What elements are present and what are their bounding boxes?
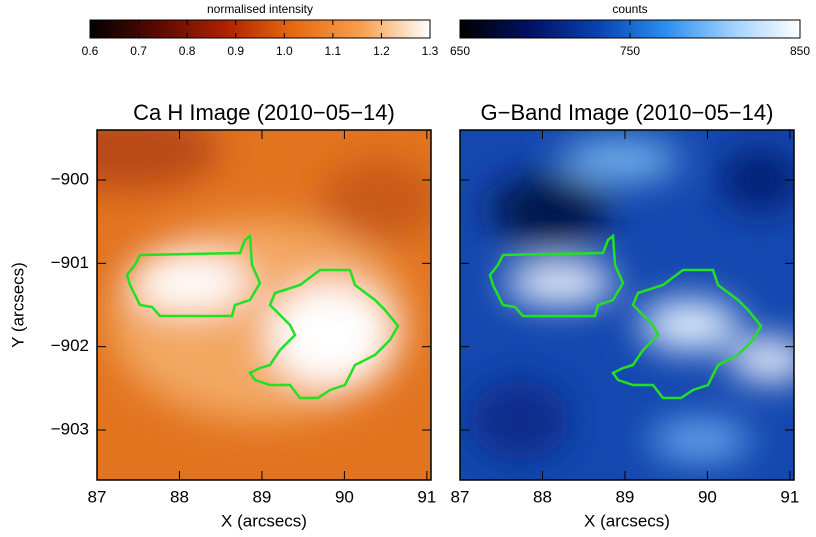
x-tick-label: 89	[252, 487, 271, 506]
x-tick-label: 87	[451, 487, 470, 506]
g-band-image	[460, 130, 794, 480]
colorbar-tick-label: 650	[450, 44, 470, 58]
colorbar-tick-label: 0.6	[82, 44, 99, 58]
x-tick-label: 87	[88, 487, 107, 506]
colorbar-label: normalised intensity	[207, 2, 313, 16]
x-tick-label: 90	[335, 487, 354, 506]
x-tick-label: 88	[533, 487, 552, 506]
colorbar-tick-label: 1.0	[276, 44, 293, 58]
plot-frame	[459, 129, 795, 481]
colorbar-tick-label: 1.3	[422, 44, 439, 58]
y-tick-label: −902	[51, 336, 89, 355]
x-tick-label: 91	[417, 487, 436, 506]
y-tick-label: −901	[51, 253, 89, 272]
colorbar-tick-label: 750	[620, 44, 640, 58]
y-tick-label: −903	[51, 419, 89, 438]
x-tick-label: 90	[698, 487, 717, 506]
colorbar-tick-label: 1.2	[373, 44, 390, 58]
colorbar	[89, 19, 431, 39]
colorbar-tick-label: 850	[790, 44, 810, 58]
y-axis-label: Y (arcsecs)	[8, 262, 27, 348]
x-axis-label: X (arcsecs)	[221, 511, 307, 530]
x-axis-label: X (arcsecs)	[584, 511, 670, 530]
panel-title: G−Band Image (2010−05−14)	[481, 100, 774, 125]
colorbar-label: counts	[612, 2, 647, 16]
panel-title: Ca H Image (2010−05−14)	[133, 100, 395, 125]
plot-frame	[96, 129, 432, 481]
colorbar-tick-label: 0.8	[179, 44, 196, 58]
ca-h-image	[97, 130, 431, 480]
x-tick-label: 89	[615, 487, 634, 506]
colorbar-tick-label: 0.7	[130, 44, 147, 58]
y-tick-label: −900	[51, 169, 89, 188]
colorbar-tick-label: 0.9	[227, 44, 244, 58]
colorbar-tick-label: 1.1	[325, 44, 342, 58]
x-tick-label: 91	[780, 487, 799, 506]
x-tick-label: 88	[170, 487, 189, 506]
